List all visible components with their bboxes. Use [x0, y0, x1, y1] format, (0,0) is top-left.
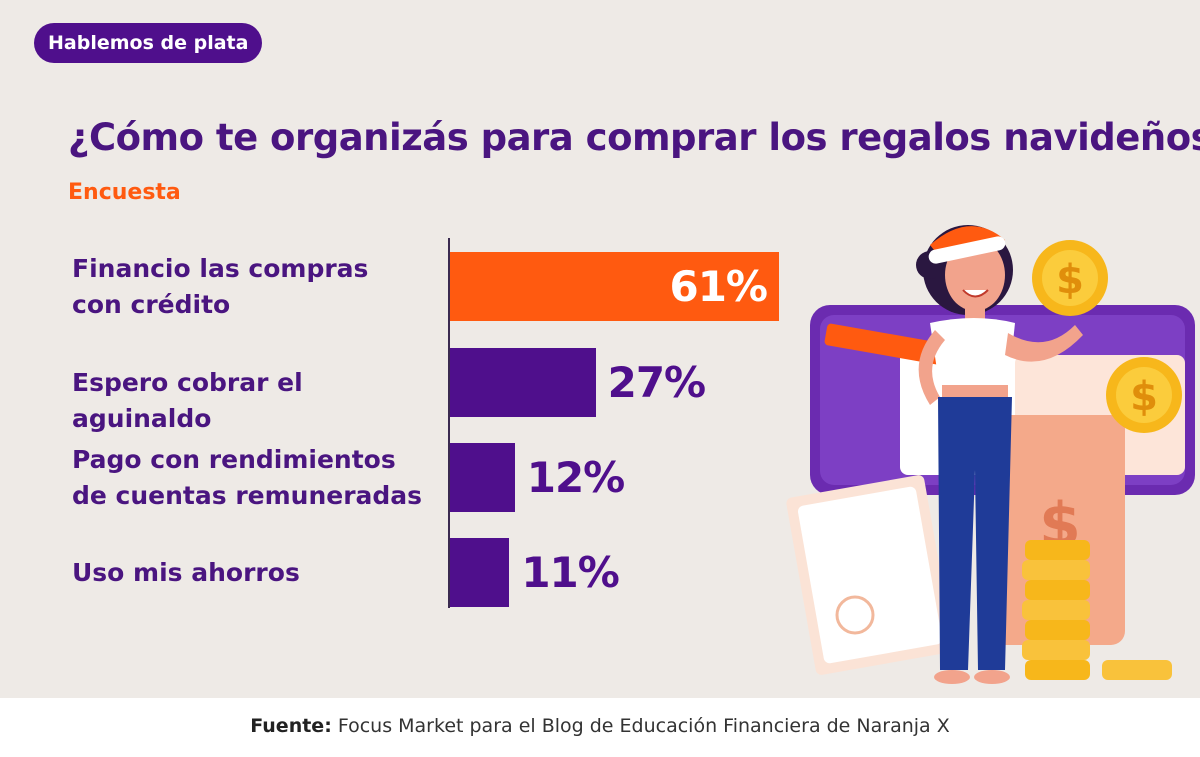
chart-axis-line	[448, 238, 450, 608]
bar-1	[450, 252, 779, 321]
source-footer: Fuente: Focus Market para el Blog de Edu…	[0, 698, 1200, 757]
source-text: Focus Market para el Blog de Educación F…	[337, 715, 950, 737]
bar-chart: Financio las compras con crédito 61% Esper…	[72, 252, 779, 607]
value-label-1: 61%	[669, 261, 768, 311]
value-label-3: 12%	[526, 452, 626, 502]
woman-with-santa-hat-icon: $ $ $	[786, 225, 1195, 684]
bar-3	[450, 443, 515, 512]
category-label-1: Financio las compras con crédito	[72, 253, 369, 319]
category-label-3: Pago con rendimientos de cuentas remuner…	[72, 444, 423, 510]
dollar-coin-icon: $ $	[1032, 240, 1182, 433]
category-label-4: Uso mis ahorros	[72, 557, 300, 587]
bar-4	[450, 538, 510, 607]
value-label-2: 27%	[607, 357, 707, 407]
category-badge: Hablemos de plata	[34, 23, 263, 63]
infographic-panel: Hablemos de plata ¿Cómo te organizás par…	[0, 0, 1200, 698]
value-label-4: 11%	[521, 547, 620, 597]
coin-stack-icon	[1022, 540, 1172, 680]
coin-dollar-top: $	[1056, 257, 1084, 303]
envelope-icon	[786, 475, 954, 675]
category-label-2: Espero cobrar el aguinaldo	[72, 367, 303, 433]
chart-title: ¿Cómo te organizás para comprar los rega…	[68, 116, 1200, 159]
woman-figure	[916, 225, 1083, 684]
bar-2	[450, 348, 596, 417]
source-label: Fuente:	[250, 715, 332, 737]
coin-dollar-right: $	[1130, 374, 1158, 420]
chart-subtitle: Encuesta	[68, 180, 181, 205]
